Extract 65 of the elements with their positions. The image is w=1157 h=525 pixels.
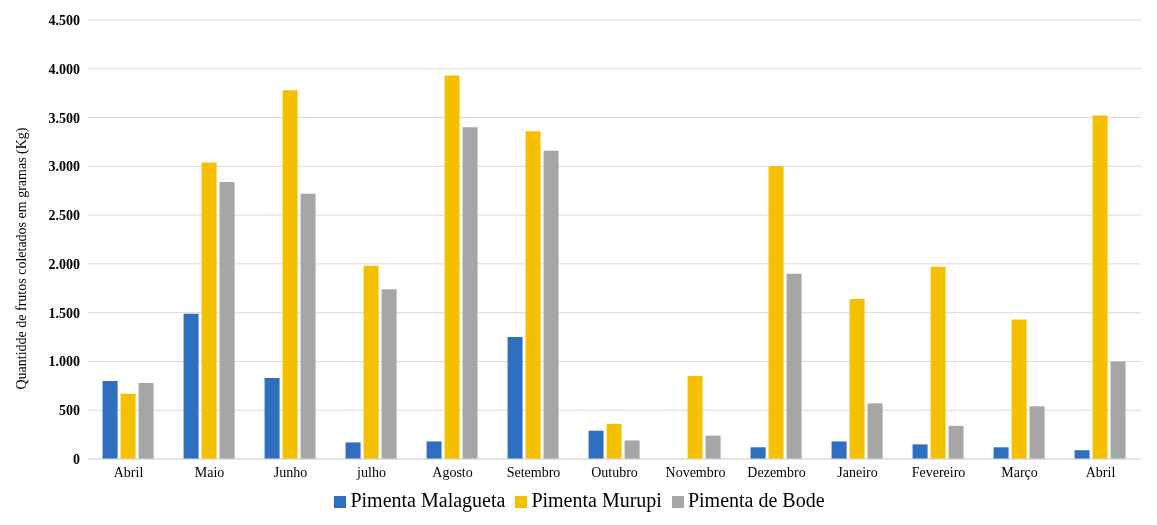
bar [624,440,640,459]
bar [345,442,361,459]
y-tick-label: 4.000 [48,61,80,77]
bar [912,444,928,459]
y-axis-title: Quantidde de frutos coletados em gramas (Kg) [13,127,30,390]
legend-label: Pimenta de Bode [687,489,825,511]
bar [786,273,802,459]
bar [750,447,766,459]
bar [219,181,235,459]
y-tick-label: 3.500 [48,110,80,126]
y-tick-label: 3.000 [48,159,80,175]
bar [867,403,883,459]
bar [1029,406,1045,459]
x-tick-label: Abril [113,464,144,480]
bar [948,425,964,459]
bar [444,75,460,459]
x-tick-label: Maio [194,464,225,480]
x-tick-label: Dezembro [747,464,806,480]
bar [1110,361,1126,459]
bar [768,166,784,459]
bar [138,382,154,459]
x-tick-label: Junho [273,464,308,480]
x-tick-label: Abril [1085,464,1116,480]
bar [282,90,298,459]
bar [588,430,604,459]
bar [1074,450,1090,459]
y-tick-label: 2.500 [48,208,80,224]
x-tick-label: Outubro [591,464,638,480]
x-tick-label: Agosto [432,464,473,480]
legend-label: Pimenta Murupi [531,489,662,511]
y-tick-label: 0 [73,451,80,467]
bar [201,162,217,459]
bar [426,441,442,459]
bar [831,441,847,459]
y-tick-label: 4.500 [48,12,80,28]
x-tick-label: julho [356,464,386,480]
y-tick-label: 1.000 [48,354,80,370]
bar [300,193,316,459]
bar [525,131,541,459]
bar [543,150,559,459]
y-tick-label: 2.000 [48,256,80,272]
bar [363,265,379,459]
legend-label: Pimenta Malagueta [350,489,506,511]
bar [705,435,721,459]
bar [849,299,865,459]
x-tick-label: Março [1001,464,1038,480]
bar [183,313,199,459]
bar [462,127,478,459]
bar [102,380,118,459]
y-tick-label: 500 [59,403,80,419]
bar [264,378,280,459]
bar [507,337,523,459]
bar [687,376,703,459]
bar [1092,115,1108,459]
bar [381,289,397,459]
x-tick-label: Janeiro [837,464,878,480]
bar [993,447,1009,459]
bar [930,266,946,459]
x-tick-label: Novembro [665,464,726,480]
x-tick-label: Fevereiro [911,464,966,480]
bar [606,423,622,459]
bar [1011,319,1027,459]
bar [120,393,136,459]
x-tick-label: Setembro [506,464,561,480]
y-tick-label: 1.500 [48,305,80,321]
